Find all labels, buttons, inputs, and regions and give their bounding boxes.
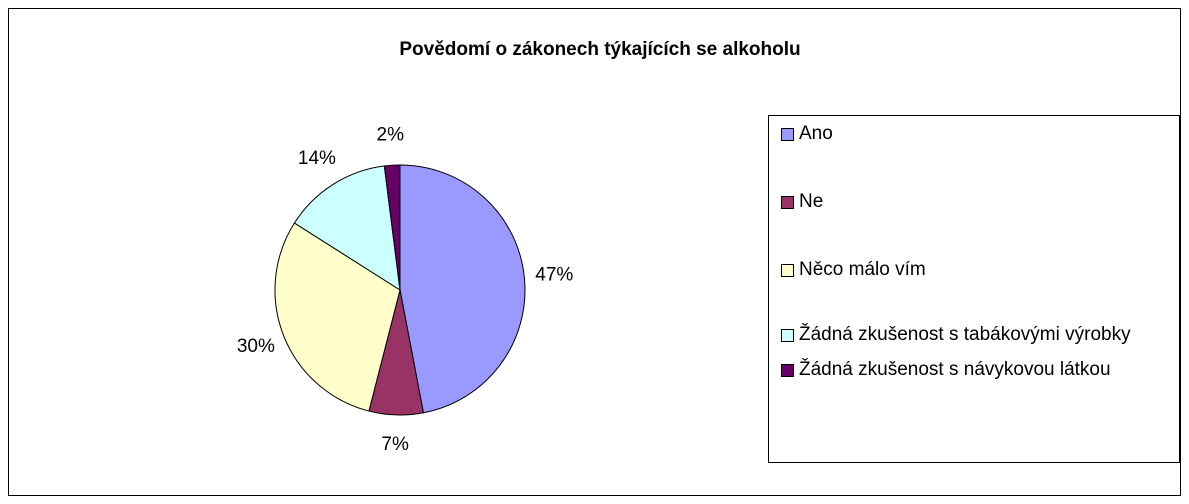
- legend-item: Žádná zkušenost s tabákovými výrobky: [781, 323, 1173, 346]
- legend-swatch: [781, 196, 794, 209]
- pie-slice: [274, 222, 401, 412]
- legend-swatch: [781, 264, 794, 277]
- chart-border: [8, 8, 1181, 496]
- legend: Ano Ne Něco málo vím Žádná zkušenost s tabá…: [768, 115, 1180, 463]
- legend-label: Něco málo vím: [799, 259, 926, 280]
- legend-item: Ano: [781, 122, 1173, 145]
- legend-label: Žádná zkušenost s návykovou látkou: [799, 359, 1111, 380]
- legend-label: Ano: [799, 123, 833, 144]
- data-label: 7%: [381, 434, 409, 455]
- legend-swatch: [781, 364, 794, 377]
- legend-swatch: [781, 329, 794, 342]
- legend-swatch: [781, 128, 794, 141]
- pie-slice: [293, 165, 401, 291]
- legend-item: Něco málo vím: [781, 258, 1173, 281]
- chart-title: Povědomí o zákonech týkajících se alkoho…: [399, 39, 800, 60]
- data-label: 2%: [377, 124, 405, 145]
- data-label: 30%: [237, 336, 275, 357]
- pie-slice: [383, 164, 401, 291]
- legend-item: Žádná zkušenost s návykovou látkou: [781, 358, 1173, 381]
- pie-slice: [399, 164, 526, 414]
- legend-label: Žádná zkušenost s tabákovými výrobky: [799, 324, 1131, 345]
- legend-item: Ne: [781, 190, 1173, 213]
- data-label: 47%: [535, 264, 573, 285]
- legend-label: Ne: [799, 191, 824, 212]
- data-label: 14%: [298, 148, 336, 169]
